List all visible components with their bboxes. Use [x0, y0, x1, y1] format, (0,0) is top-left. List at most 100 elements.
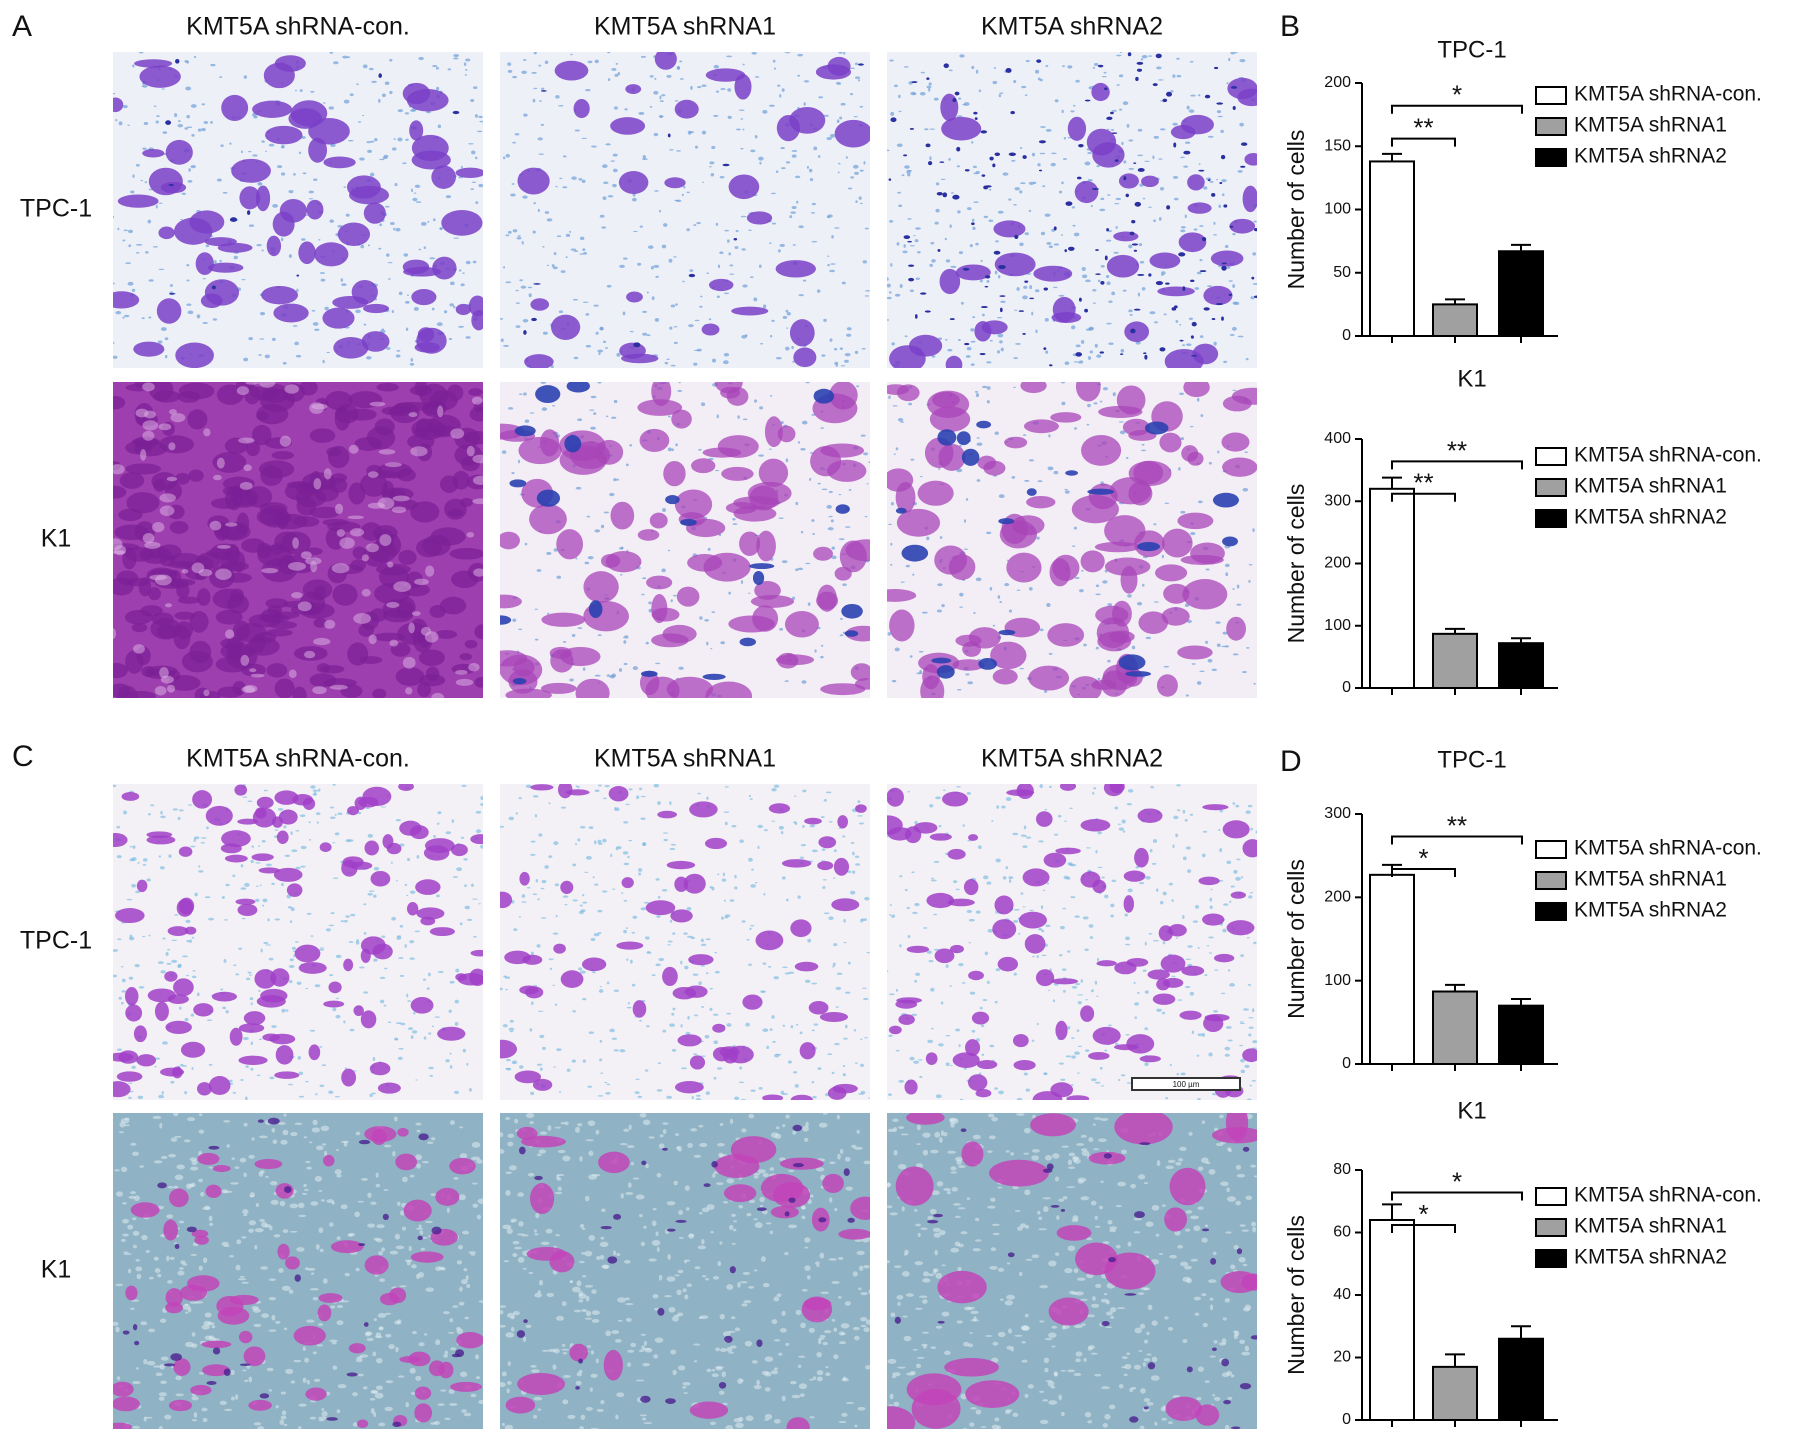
cell — [186, 114, 190, 119]
cell — [671, 409, 692, 429]
cell — [367, 502, 386, 509]
cell — [671, 448, 674, 452]
cell — [804, 979, 811, 983]
cell — [372, 943, 393, 960]
cell — [830, 263, 836, 265]
cell — [1008, 198, 1012, 201]
cell — [582, 901, 588, 904]
cell — [971, 1029, 976, 1033]
cell — [1085, 1049, 1090, 1053]
cell — [505, 281, 512, 284]
cell — [1244, 451, 1248, 453]
cell — [844, 526, 851, 528]
cell — [1180, 510, 1186, 514]
cell — [978, 89, 982, 93]
cell — [1103, 71, 1107, 74]
cell — [1000, 300, 1006, 303]
cell — [667, 940, 673, 943]
cell — [764, 1413, 773, 1420]
cell — [793, 347, 817, 368]
cell — [387, 1021, 392, 1024]
cell — [769, 394, 773, 397]
cell — [714, 382, 743, 394]
cell — [795, 568, 799, 572]
cell — [527, 286, 533, 289]
cell — [1196, 397, 1200, 402]
cell — [261, 558, 298, 583]
cell — [292, 325, 298, 327]
cell — [701, 84, 707, 87]
cell — [345, 839, 351, 843]
cell — [415, 879, 441, 895]
cell — [505, 1058, 511, 1062]
cell — [1016, 1097, 1023, 1100]
cell — [1041, 929, 1045, 933]
cell — [769, 1028, 773, 1031]
cell — [903, 154, 908, 157]
cell — [1143, 352, 1147, 354]
cell — [1232, 389, 1237, 392]
cell — [1175, 937, 1179, 939]
cell — [458, 325, 464, 328]
cell — [624, 108, 628, 111]
cell — [160, 675, 175, 684]
cell — [544, 865, 549, 869]
cell — [323, 1150, 328, 1157]
cell — [1177, 645, 1213, 660]
cell — [962, 267, 970, 271]
cell — [277, 807, 284, 811]
cell — [1199, 225, 1204, 227]
cell — [433, 835, 436, 838]
cell — [842, 1065, 845, 1068]
cell — [162, 131, 168, 134]
cell — [451, 843, 468, 857]
cell — [802, 279, 807, 282]
cell — [599, 1254, 605, 1260]
cell — [267, 1117, 280, 1125]
cell — [775, 260, 816, 278]
cell — [363, 202, 386, 224]
cell — [599, 1058, 603, 1062]
cell — [629, 330, 634, 333]
cell — [533, 283, 541, 285]
cell — [844, 1024, 848, 1029]
cell — [172, 1066, 183, 1079]
cell — [1016, 589, 1021, 591]
cell — [896, 508, 941, 537]
cell — [142, 858, 148, 862]
cell — [303, 1183, 307, 1188]
cell — [866, 483, 869, 485]
cell — [1041, 954, 1047, 957]
cell — [968, 627, 1001, 649]
cell — [252, 154, 258, 157]
cell — [1106, 128, 1110, 131]
cell — [860, 1063, 864, 1067]
cell — [1219, 809, 1224, 813]
cell — [132, 1244, 137, 1249]
cell — [1016, 287, 1020, 291]
cell — [1062, 907, 1067, 910]
cell — [361, 588, 371, 597]
cell — [837, 171, 840, 174]
cell — [1088, 924, 1094, 928]
cell — [564, 435, 582, 453]
cell — [178, 809, 184, 812]
cell — [598, 784, 602, 787]
cell — [673, 341, 678, 345]
cell — [1255, 830, 1257, 834]
cell — [1198, 500, 1203, 504]
cell — [366, 356, 372, 360]
cell — [249, 668, 257, 673]
cell — [1033, 265, 1073, 282]
cell — [196, 992, 200, 997]
cell — [248, 974, 253, 976]
micrograph-content — [113, 1113, 483, 1429]
cell — [1208, 936, 1214, 939]
cell — [1032, 955, 1035, 958]
cell — [673, 256, 677, 258]
cell — [157, 1273, 162, 1278]
cell — [999, 340, 1003, 344]
cell — [1137, 542, 1161, 552]
cell — [601, 1208, 606, 1213]
cell — [936, 665, 955, 679]
